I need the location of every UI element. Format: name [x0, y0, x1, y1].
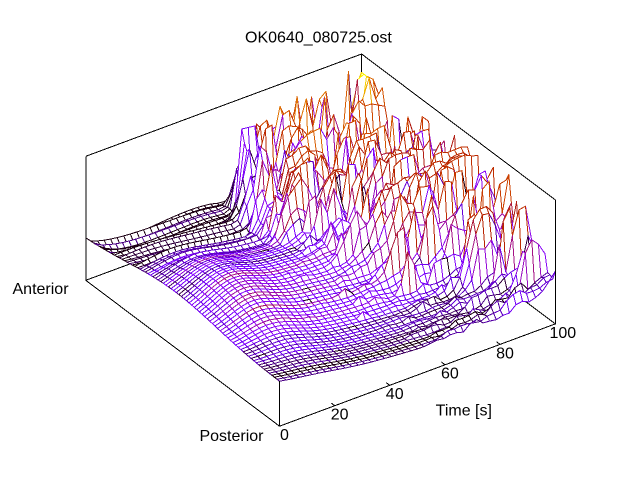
- svg-text:80: 80: [496, 345, 514, 362]
- svg-text:Anterior: Anterior: [13, 281, 70, 298]
- svg-text:100: 100: [549, 325, 576, 342]
- svg-text:Time [s]: Time [s]: [436, 402, 492, 419]
- svg-text:40: 40: [386, 386, 404, 403]
- svg-text:60: 60: [441, 366, 459, 383]
- svg-text:Posterior: Posterior: [199, 428, 264, 445]
- svg-text:20: 20: [331, 407, 349, 424]
- svg-text:0: 0: [280, 427, 289, 444]
- svg-text:OK0640_080725.ost: OK0640_080725.ost: [245, 29, 392, 46]
